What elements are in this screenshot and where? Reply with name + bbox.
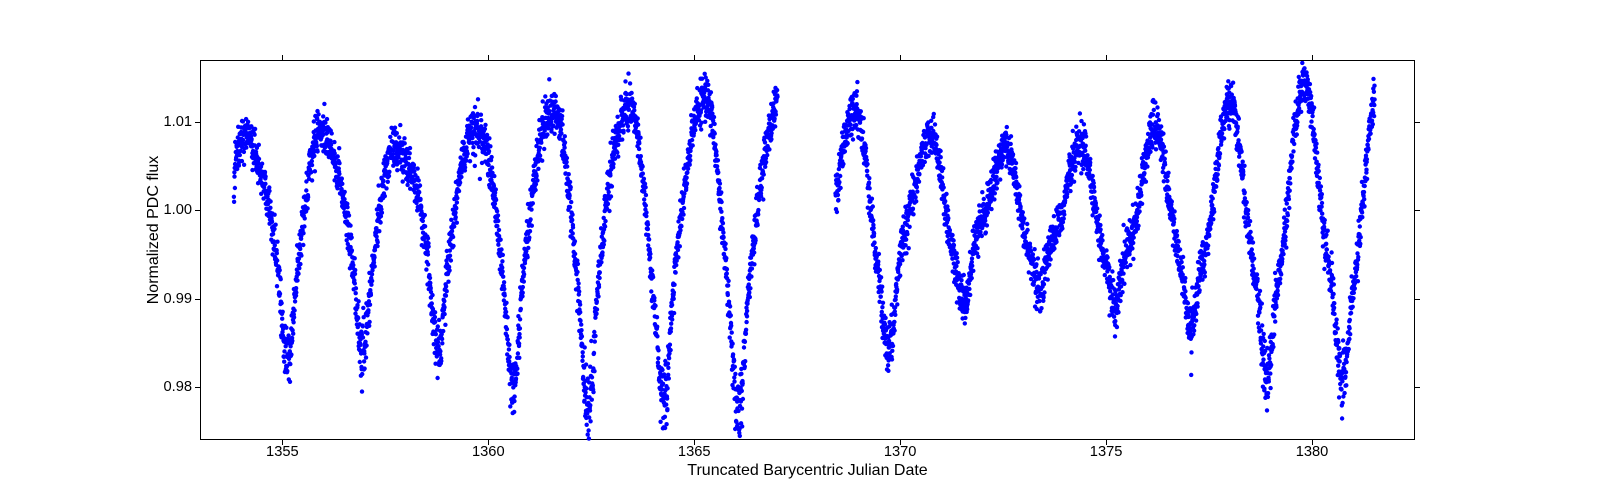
- y-tick-mark: [1415, 122, 1420, 123]
- plot-area: [200, 60, 1415, 440]
- y-tick-mark: [1415, 210, 1420, 211]
- y-tick-label: 0.98: [152, 379, 192, 395]
- x-tick-label: 1370: [884, 444, 917, 460]
- x-tick-label: 1365: [678, 444, 711, 460]
- x-tick-mark: [488, 55, 489, 60]
- x-axis-label: Truncated Barycentric Julian Date: [200, 462, 1415, 480]
- y-tick-mark: [195, 210, 200, 211]
- x-tick-mark: [694, 55, 695, 60]
- x-tick-mark: [900, 440, 901, 445]
- y-tick-mark: [1415, 299, 1420, 300]
- x-tick-mark: [1106, 55, 1107, 60]
- x-tick-mark: [1312, 440, 1313, 445]
- x-tick-label: 1375: [1090, 444, 1123, 460]
- scatter-plot: [201, 61, 1416, 441]
- y-tick-mark: [195, 122, 200, 123]
- y-tick-label: 1.00: [152, 202, 192, 218]
- x-tick-mark: [282, 55, 283, 60]
- y-tick-label: 0.99: [152, 291, 192, 307]
- y-tick-mark: [195, 387, 200, 388]
- y-tick-label: 1.01: [152, 114, 192, 130]
- x-tick-label: 1355: [266, 444, 299, 460]
- figure: Truncated Barycentric Julian Date Normal…: [0, 0, 1600, 500]
- x-tick-mark: [694, 440, 695, 445]
- y-tick-mark: [195, 299, 200, 300]
- x-tick-mark: [1106, 440, 1107, 445]
- x-tick-mark: [282, 440, 283, 445]
- x-tick-mark: [1312, 55, 1313, 60]
- y-tick-mark: [1415, 387, 1420, 388]
- x-tick-label: 1360: [472, 444, 505, 460]
- x-tick-label: 1380: [1296, 444, 1329, 460]
- x-tick-mark: [488, 440, 489, 445]
- x-tick-mark: [900, 55, 901, 60]
